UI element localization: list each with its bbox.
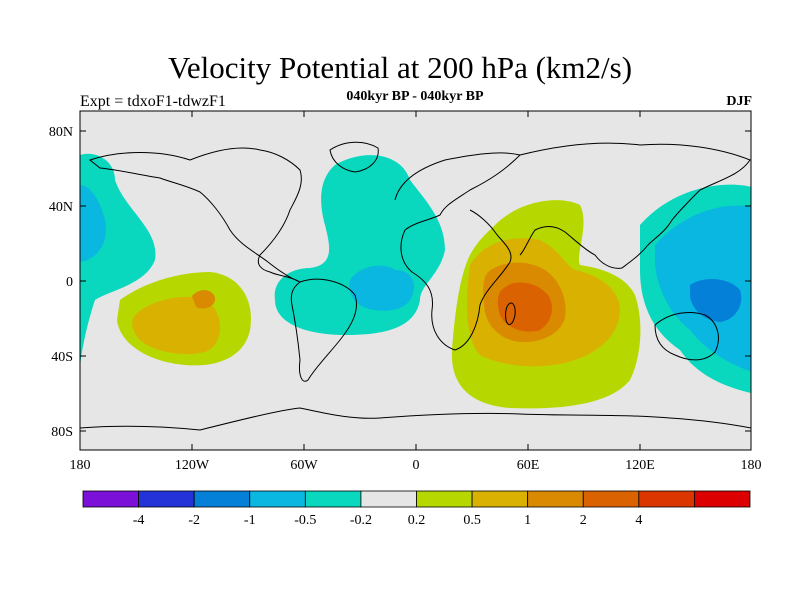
x-tick-label: 0: [413, 458, 420, 473]
colorbar-swatch: [138, 490, 195, 508]
colorbar-label: -0.2: [350, 513, 372, 528]
colorbar-label: 0.2: [408, 513, 426, 528]
experiment-label: Expt = tdxoF1-tdwzF1: [80, 93, 226, 110]
season-label: DJF: [726, 94, 752, 109]
colorbar-swatch: [304, 490, 362, 508]
colorbar-label: 2: [580, 513, 587, 528]
x-tick-label: 120W: [175, 458, 210, 473]
y-tick-label: 80S: [51, 425, 73, 440]
x-tick-label: 180: [70, 458, 91, 473]
x-tick-label: 60W: [290, 458, 318, 473]
coast-antarctica: [80, 407, 751, 431]
x-tick-label: 180: [741, 458, 762, 473]
coast-europe-africa: [394, 152, 521, 351]
coast-australia: [654, 312, 719, 361]
y-tick-label: 80N: [49, 125, 73, 140]
contour-pos-indian-core: [497, 282, 552, 332]
colorbar-label: 0.5: [463, 513, 481, 528]
y-tick-marks: [80, 130, 751, 432]
contour-fields: [80, 153, 751, 409]
contour-pos-pacific-core: [192, 290, 216, 309]
chart-subtitle: 040kyr BP - 040kyr BP: [346, 89, 484, 104]
x-tick-marks: [79, 111, 752, 450]
y-tick-label: 0: [66, 275, 73, 290]
colorbar-label: -0.5: [294, 513, 316, 528]
colorbar-swatch: [527, 490, 584, 508]
colorbar-swatch: [582, 490, 640, 508]
colorbar-label: -1: [244, 513, 256, 528]
colorbar: -4 -2 -1 -0.5 -0.2 0.2 0.5 1 2 4: [82, 490, 751, 528]
contour-neg-pacific-east-inner: [80, 185, 106, 262]
contour-neg-pacific-west-core: [690, 278, 742, 322]
contour-neg-atlantic-inner: [349, 265, 415, 311]
contour-pos-pacific-inner: [132, 296, 220, 355]
y-tick-label: 40S: [51, 350, 73, 365]
coast-north-america: [88, 147, 302, 283]
colorbar-label: -4: [133, 513, 145, 528]
x-tick-label: 120E: [625, 458, 655, 473]
colorbar-label: 4: [635, 513, 642, 528]
chart-title: Velocity Potential at 200 hPa (km2/s): [167, 50, 633, 85]
coastlines: [80, 141, 751, 431]
colorbar-swatch: [249, 490, 306, 508]
colorbar-swatch: [360, 490, 417, 508]
colorbar-swatch: [638, 490, 695, 508]
colorbar-label: 1: [524, 513, 531, 528]
colorbar-swatch: [694, 490, 751, 508]
colorbar-swatch: [193, 490, 251, 508]
x-tick-label: 60E: [517, 458, 540, 473]
y-tick-label: 40N: [49, 200, 73, 215]
colorbar-swatch: [471, 490, 529, 508]
colorbar-swatch: [82, 490, 139, 508]
coast-asia: [519, 142, 751, 269]
coast-greenland: [329, 141, 379, 173]
colorbar-label: -2: [188, 513, 200, 528]
coast-south-america: [290, 278, 357, 382]
colorbar-swatch: [416, 490, 473, 508]
coast-madagascar: [505, 302, 516, 326]
